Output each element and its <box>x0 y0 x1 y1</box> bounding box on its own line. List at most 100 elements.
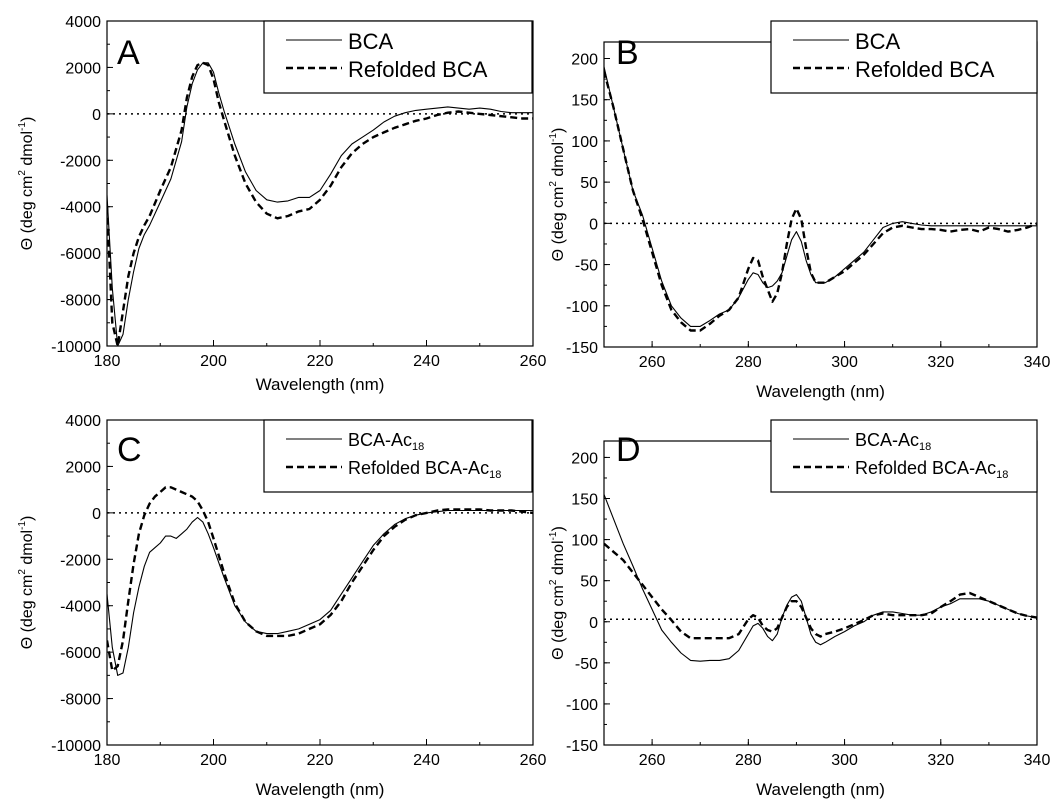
y-axis-label-part: Θ (deg cm <box>550 585 567 660</box>
x-tick-label: 180 <box>94 752 121 769</box>
y-axis-label-superscript: -1 <box>17 122 28 131</box>
x-tick-label: 300 <box>831 354 858 371</box>
x-tick-label: 280 <box>735 354 762 371</box>
y-axis-label-superscript: -1 <box>548 531 559 540</box>
y-tick-label: -50 <box>575 258 598 275</box>
y-tick-label: -100 <box>566 299 598 316</box>
y-tick-label: -10000 <box>51 738 101 755</box>
y-tick-label: -8000 <box>60 692 101 709</box>
legend: BCA Refolded BCA <box>263 20 533 94</box>
y-axis-label: Θ (deg cm2 dmol-1) <box>548 526 567 660</box>
y-tick-label: -6000 <box>60 645 101 662</box>
y-tick-label: -150 <box>566 738 598 755</box>
y-axis-label-superscript: 2 <box>548 579 559 585</box>
y-tick-label: 150 <box>571 492 598 509</box>
x-tick-label: 340 <box>1024 354 1051 371</box>
y-tick-label: -150 <box>566 340 598 357</box>
legend-box <box>770 20 1038 94</box>
legend: BCA-Ac18 Refolded BCA-Ac18 <box>770 419 1038 493</box>
y-axis-label-superscript: 2 <box>17 569 28 575</box>
x-tick-label: 260 <box>520 353 547 370</box>
y-tick-label: 200 <box>571 450 598 467</box>
panel-b: 260 280 300 320 340 -150 -100 -50 0 50 100 150 200 B B… <box>548 20 1051 401</box>
x-axis-label: Wavelength (nm) <box>256 780 385 799</box>
y-axis-label-superscript: -1 <box>17 521 28 530</box>
legend: BCA Refolded BCA <box>770 20 1038 94</box>
series-line-refolded <box>107 61 533 346</box>
x-tick-label: 280 <box>735 752 762 769</box>
x-tick-label: 200 <box>200 752 227 769</box>
legend-label: Refolded BCA-Ac18 <box>855 458 1008 481</box>
x-tick-label: 220 <box>307 752 334 769</box>
y-axis-label: Θ (deg cm2 dmol-1) <box>17 117 36 251</box>
x-tick-label: 300 <box>831 752 858 769</box>
panel-letter: C <box>117 431 142 469</box>
series-line-refolded <box>604 70 1037 332</box>
y-tick-label: 4000 <box>65 413 101 430</box>
y-tick-label: -4000 <box>60 599 101 616</box>
y-axis-label-part: dmol <box>19 131 36 170</box>
panel-letter: B <box>616 34 639 72</box>
series-line-native <box>604 66 1037 327</box>
x-tick-label: 200 <box>200 353 227 370</box>
legend-box <box>770 419 1038 493</box>
legend-label: Refolded BCA <box>348 57 488 82</box>
x-tick-label: 260 <box>520 752 547 769</box>
y-tick-label: 100 <box>571 533 598 550</box>
y-axis-label-part: ) <box>19 516 36 521</box>
x-axis-label: Wavelength (nm) <box>756 780 885 799</box>
legend-label: Refolded BCA <box>855 57 995 82</box>
panel-a: 180 200 220 240 260 -10000 -8000 -6000 -4000 -200… <box>17 14 546 394</box>
y-tick-label: -2000 <box>60 153 101 170</box>
y-axis-label-part: Θ (deg cm <box>19 575 36 650</box>
x-tick-label: 220 <box>307 353 334 370</box>
legend-label: BCA <box>855 29 901 54</box>
y-tick-label: 150 <box>571 93 598 110</box>
y-axis-label-part: dmol <box>19 530 36 569</box>
legend-label: BCA <box>348 29 394 54</box>
y-axis-label-part: Θ (deg cm <box>550 187 567 262</box>
y-axis-label-part: ) <box>550 128 567 133</box>
legend-label-subscript: 18 <box>412 441 424 453</box>
y-tick-label: 50 <box>580 175 598 192</box>
legend-box <box>263 20 533 94</box>
y-tick-label: 0 <box>92 107 101 124</box>
panel-d: 260 280 300 320 340 -150 -100 -50 0 50 100 150 200 D B… <box>548 419 1050 799</box>
legend-label: Refolded BCA-Ac18 <box>348 458 501 481</box>
y-axis-label: Θ (deg cm2 dmol-1) <box>17 516 36 650</box>
legend-label: BCA-Ac18 <box>348 430 424 453</box>
y-tick-label: -4000 <box>60 200 101 217</box>
y-tick-label: -2000 <box>60 552 101 569</box>
legend-label-subscript: 18 <box>489 469 501 481</box>
x-tick-label: 260 <box>639 752 666 769</box>
y-axis-label-part: dmol <box>550 540 567 579</box>
y-tick-label: -8000 <box>60 293 101 310</box>
panel-letter: A <box>117 34 140 72</box>
panel-c: 180 200 220 240 260-10000-8000-6000-4000-200… <box>17 413 546 799</box>
series-line-native <box>107 509 533 676</box>
x-tick-label: 320 <box>927 752 954 769</box>
legend-label: BCA-Ac18 <box>855 430 931 453</box>
y-axis-label: Θ (deg cm2 dmol-1) <box>548 128 567 262</box>
series-line-native <box>107 62 533 346</box>
y-tick-label: 0 <box>92 506 101 523</box>
legend-box <box>263 419 533 493</box>
x-tick-label: 320 <box>927 354 954 371</box>
x-tick-label: 240 <box>413 353 440 370</box>
y-tick-label: 0 <box>589 216 598 233</box>
y-tick-label: 50 <box>580 574 598 591</box>
y-axis-label-superscript: 2 <box>17 170 28 176</box>
y-tick-label: 4000 <box>65 14 101 31</box>
y-axis-label-part: dmol <box>550 142 567 181</box>
legend-label-subscript: 18 <box>996 469 1008 481</box>
series-line-refolded <box>604 542 1037 640</box>
x-tick-label: 240 <box>413 752 440 769</box>
y-axis-label-part: Θ (deg cm <box>19 176 36 251</box>
y-tick-label: -100 <box>566 697 598 714</box>
y-tick-label: 100 <box>571 134 598 151</box>
y-tick-label: -50 <box>575 656 598 673</box>
x-tick-label: 180 <box>94 353 121 370</box>
series-line-refolded <box>107 486 533 672</box>
